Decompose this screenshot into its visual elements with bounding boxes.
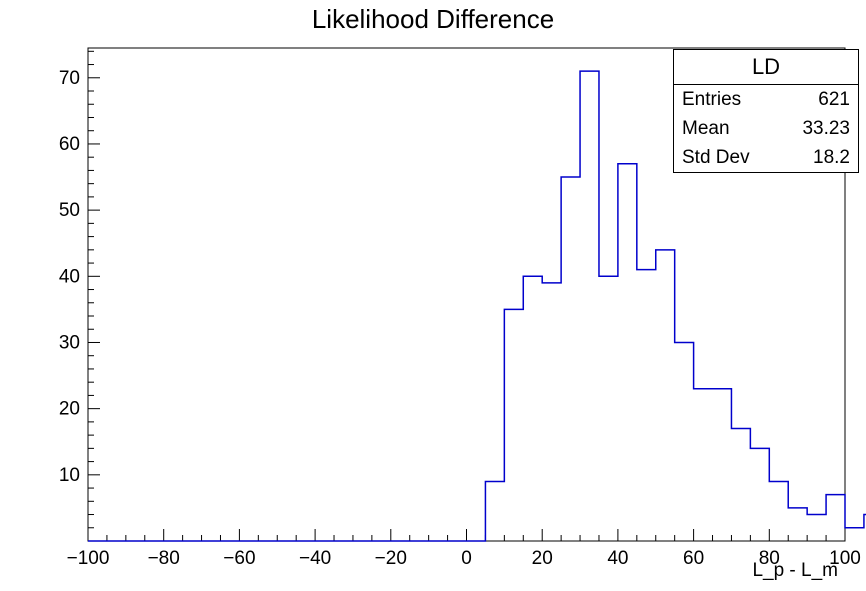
stats-label: Entries: [682, 90, 741, 109]
stats-value: 18.2: [813, 148, 850, 167]
svg-text:20: 20: [59, 399, 80, 420]
svg-text:30: 30: [59, 332, 80, 353]
svg-text:−60: −60: [223, 548, 255, 569]
svg-text:40: 40: [607, 548, 628, 569]
stats-box: LD Entries 621 Mean 33.23 Std Dev 18.2: [673, 49, 859, 173]
stats-row: Mean 33.23: [674, 114, 858, 143]
stats-label: Mean: [682, 119, 730, 138]
svg-text:−100: −100: [67, 548, 110, 569]
svg-text:70: 70: [59, 68, 80, 89]
stats-label: Std Dev: [682, 148, 750, 167]
stats-value: 621: [818, 90, 850, 109]
stats-row: Entries 621: [674, 85, 858, 114]
svg-text:60: 60: [683, 548, 704, 569]
svg-text:−20: −20: [375, 548, 407, 569]
svg-text:20: 20: [532, 548, 553, 569]
svg-text:10: 10: [59, 465, 80, 486]
stats-row: Std Dev 18.2: [674, 143, 858, 172]
svg-text:50: 50: [59, 200, 80, 221]
stats-value: 33.23: [802, 119, 850, 138]
stats-box-title: LD: [674, 50, 858, 85]
svg-text:40: 40: [59, 266, 80, 287]
svg-text:−80: −80: [148, 548, 180, 569]
x-axis-label: L_p - L_m: [752, 560, 838, 582]
svg-text:0: 0: [461, 548, 472, 569]
svg-text:60: 60: [59, 134, 80, 155]
svg-text:−40: −40: [299, 548, 331, 569]
